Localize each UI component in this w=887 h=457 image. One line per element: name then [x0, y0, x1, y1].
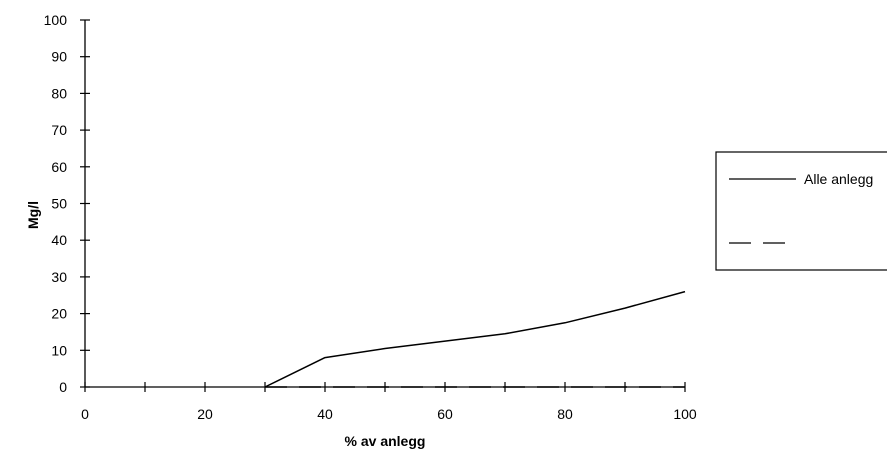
x-tick-label: 80 — [557, 406, 573, 422]
y-tick-label: 30 — [51, 269, 67, 285]
legend: Alle anlegg — [715, 151, 887, 271]
y-tick-label: 90 — [51, 49, 67, 65]
series-lines — [264, 290, 686, 388]
y-tick-label: 100 — [44, 12, 68, 28]
y-tick-label: 10 — [51, 342, 67, 358]
series-line-alle-anlegg — [264, 290, 686, 388]
x-axis-title: % av anlegg — [345, 433, 426, 449]
x-tick-label: 100 — [673, 406, 697, 422]
y-tick-label: 70 — [51, 122, 67, 138]
y-tick-label: 0 — [59, 379, 67, 395]
y-axis-title: Mg/l — [25, 201, 41, 229]
x-axis: 0 20 40 60 80 100 — [81, 382, 697, 422]
y-axis: 0 10 20 30 40 50 60 70 80 90 100 — [44, 12, 90, 395]
y-tick-label: 40 — [51, 232, 67, 248]
y-tick-label: 20 — [51, 306, 67, 322]
x-tick-label: 20 — [197, 406, 213, 422]
x-tick-label: 60 — [437, 406, 453, 422]
legend-label-alle-anlegg: Alle anlegg — [804, 171, 873, 187]
x-tick-label: 40 — [317, 406, 333, 422]
y-tick-label: 80 — [51, 85, 67, 101]
x-tick-label: 0 — [81, 406, 89, 422]
y-tick-label: 50 — [51, 196, 67, 212]
y-tick-label: 60 — [51, 159, 67, 175]
legend-box — [715, 151, 887, 271]
